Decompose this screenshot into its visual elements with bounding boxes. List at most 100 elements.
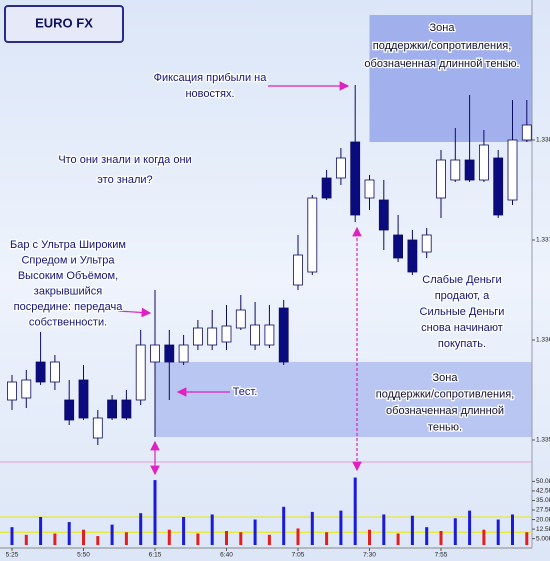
- volume-bar: [482, 529, 486, 545]
- candle-body: [507, 139, 518, 201]
- candle-body: [464, 159, 475, 181]
- annotation: Тест.: [233, 386, 258, 398]
- annotation: Сильные Деньги: [420, 306, 505, 318]
- candle-body: [192, 327, 203, 346]
- candle-body: [35, 361, 46, 383]
- candle-body: [7, 381, 17, 401]
- volume-bar: [182, 517, 186, 545]
- annotation: Зона: [430, 22, 456, 34]
- y-tick-label: 1.335: [536, 437, 550, 444]
- volume-bar: [24, 534, 28, 545]
- volume-bar: [353, 477, 357, 545]
- annotation: Спредом и Ультра: [21, 254, 115, 266]
- annotation: Фиксация прибыли на: [154, 72, 268, 84]
- volume-bar: [10, 527, 14, 545]
- candle-body: [121, 399, 132, 419]
- annotation: посредине: передача: [14, 301, 124, 313]
- volume-tick-label: 27.5k: [536, 507, 550, 514]
- candle-body: [250, 324, 261, 346]
- annotation: новостях.: [185, 88, 234, 100]
- candle-body: [278, 307, 289, 363]
- annotation: Бар с Ультра Широким: [10, 239, 126, 251]
- annotation: обозначенная длинной тенью.: [364, 58, 519, 70]
- volume-bar: [439, 531, 443, 545]
- volume-bar: [67, 522, 71, 545]
- volume-bar: [425, 527, 429, 545]
- volume-tick-label: 20.0k: [536, 516, 550, 523]
- volume-bar: [196, 533, 200, 545]
- annotation: собственности.: [29, 316, 107, 328]
- volume-bar: [396, 533, 400, 545]
- candle-body: [235, 309, 246, 329]
- x-tick-label: 6:15: [149, 552, 162, 559]
- x-tick-label: 7:30: [363, 552, 376, 559]
- candle-body: [521, 124, 532, 141]
- volume-bar: [110, 524, 114, 545]
- candle-body: [264, 324, 275, 346]
- candle-body: [364, 179, 375, 199]
- y-tick-label: 1.337: [536, 237, 550, 244]
- annotation: Слабые Деньги: [422, 274, 501, 286]
- annotation: Высоким Объёмом,: [18, 270, 118, 282]
- candle-body: [450, 159, 461, 181]
- x-tick-label: 6:40: [220, 552, 233, 559]
- candle-body: [207, 327, 218, 346]
- volume-bar: [368, 529, 371, 545]
- chart-title: EURO FX: [35, 15, 93, 30]
- volume-tick-label: 42.5k: [536, 488, 550, 495]
- arrow: [117, 307, 152, 318]
- volume-bar: [282, 506, 286, 545]
- candle-body: [407, 239, 418, 273]
- volume-bar: [139, 513, 143, 545]
- candle-body: [92, 417, 103, 439]
- volume-bar: [39, 517, 43, 545]
- annotation: закрывшийся: [34, 285, 102, 297]
- candle-body: [307, 197, 318, 273]
- volume-bar: [53, 533, 57, 545]
- y-tick-label: 1.338: [536, 137, 550, 144]
- y-tick-label: 1.336: [536, 337, 550, 344]
- x-tick-label: 7:05: [292, 552, 305, 559]
- candle-body: [64, 399, 75, 421]
- volume-bar: [310, 511, 314, 545]
- candle-body: [50, 361, 60, 383]
- candle-body: [78, 379, 89, 419]
- volume-bar: [225, 531, 228, 545]
- candle-body: [436, 159, 446, 199]
- annotation: покупать.: [438, 338, 486, 350]
- volume-bar: [325, 532, 329, 545]
- volume-bar: [525, 532, 529, 545]
- volume-bar: [410, 515, 414, 545]
- volume-tick-label: 50.0k: [536, 478, 550, 485]
- volume-bar: [96, 536, 100, 545]
- volume-bar: [382, 514, 386, 545]
- volume-tick-label: 35.0k: [536, 497, 550, 504]
- x-tick-label: 7:55: [435, 552, 448, 559]
- volume-bar: [167, 529, 171, 545]
- annotation: продают, а: [435, 290, 490, 302]
- candle-body: [321, 177, 332, 199]
- candle-body: [350, 141, 361, 216]
- annotation: поддержки/сопротивления,: [373, 40, 512, 52]
- volume-bar: [82, 529, 85, 545]
- volume-bar: [210, 514, 214, 545]
- annotation: тенью.: [428, 421, 462, 433]
- candle-body: [421, 234, 432, 253]
- candle-body: [393, 234, 404, 259]
- volume-tick-label: 12.5k: [536, 526, 550, 533]
- volume-bar: [153, 480, 157, 545]
- candle-body: [135, 344, 146, 401]
- x-tick-label: 5:50: [77, 552, 90, 559]
- annotation: поддержки/сопротивления,: [376, 388, 515, 400]
- candle-body: [221, 325, 232, 343]
- volume-bar: [468, 510, 472, 545]
- x-tick-label: 5:25: [6, 552, 19, 559]
- zone: [155, 362, 532, 437]
- volume-tick-label: 5.00k: [536, 535, 550, 542]
- candle-body: [21, 379, 32, 399]
- annotation: Что они знали и когда они: [58, 154, 191, 166]
- volume-bar: [339, 510, 343, 545]
- candle-body: [478, 144, 489, 181]
- annotation: это знали?: [97, 174, 152, 186]
